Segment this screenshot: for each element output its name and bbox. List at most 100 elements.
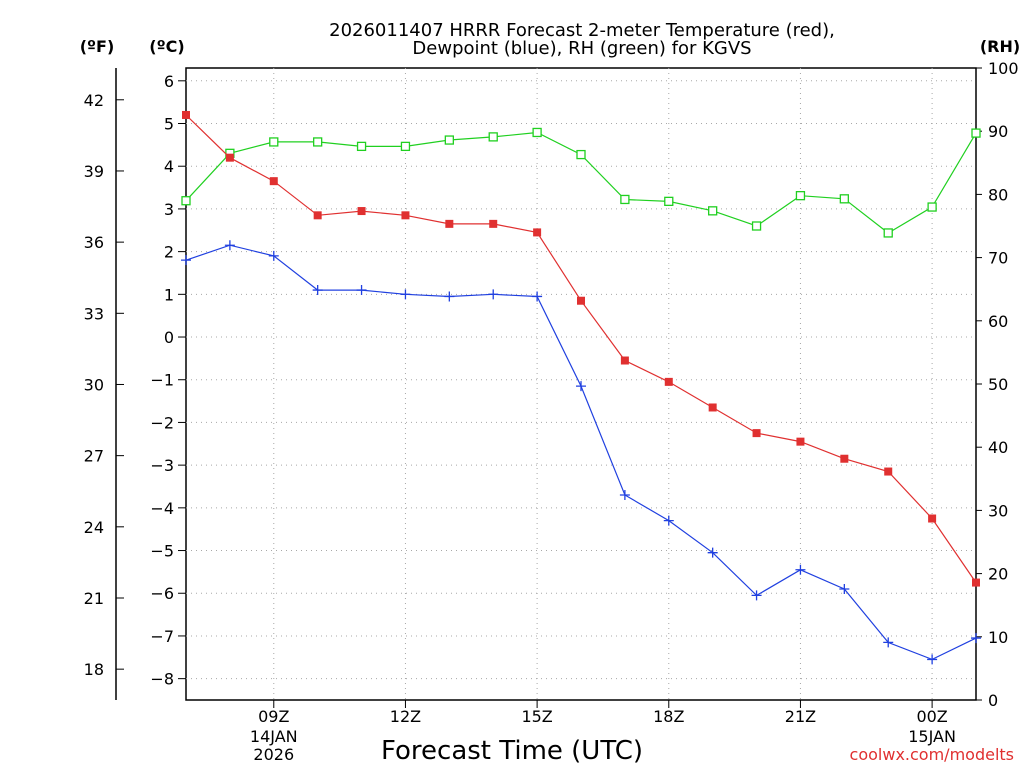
celsius-tick-label: −7: [150, 627, 174, 646]
rh-point: [532, 127, 542, 138]
dewpoint-line: [185, 244, 977, 661]
fahrenheit-tick-label: 30: [84, 375, 104, 394]
x-tick-date-label: 15JAN: [908, 727, 956, 746]
chart-title-line2: Dewpoint (blue), RH (green) for KGVS: [412, 38, 751, 59]
dewpoint-point: [751, 590, 762, 601]
rh-point: [927, 202, 937, 212]
rh-point: [883, 228, 893, 238]
fahrenheit-unit-label: (ºF): [80, 37, 115, 56]
rh-point: [400, 141, 411, 152]
temperature-point: [972, 578, 980, 587]
rh-point: [971, 128, 981, 138]
fahrenheit-tick-label: 39: [84, 162, 104, 181]
fahrenheit-tick-label: 33: [84, 304, 104, 323]
temperature-point: [533, 228, 542, 237]
chart-title-line1: 2026011407 HRRR Forecast 2-meter Tempera…: [329, 20, 835, 41]
dewpoint-point: [576, 381, 586, 392]
fahrenheit-tick-label: 21: [84, 589, 104, 608]
x-tick-year-label: 2026: [253, 745, 294, 764]
dewpoint-point: [927, 654, 938, 665]
rh-tick-label: 0: [988, 691, 998, 710]
celsius-tick-label: −6: [150, 584, 174, 603]
temperature-point: [182, 110, 190, 119]
dewpoint-point: [356, 285, 367, 296]
fahrenheit-tick-label: 42: [84, 91, 104, 110]
rh-tick-label: 50: [988, 375, 1008, 394]
celsius-tick-label: 6: [164, 72, 174, 91]
celsius-tick-label: 2: [164, 243, 174, 262]
fahrenheit-tick-label: 24: [84, 518, 104, 537]
rh-point: [444, 135, 454, 145]
dewpoint-point: [444, 291, 455, 302]
rh-point: [795, 191, 806, 201]
temperature-point: [928, 514, 937, 523]
dewpoint-point: [181, 255, 191, 266]
x-tick-label: 09Z: [258, 707, 289, 726]
rh-tick-label: 10: [988, 628, 1008, 647]
dewpoint-point: [839, 583, 850, 594]
rh-tick-label: 20: [988, 565, 1008, 584]
x-tick-date-label: 14JAN: [250, 727, 298, 746]
x-axis-title: Forecast Time (UTC): [381, 736, 643, 766]
rh-unit-label: (RH): [980, 37, 1020, 56]
rh-tick-label: 100: [988, 59, 1019, 78]
rh-point: [751, 221, 762, 231]
celsius-tick-label: −3: [150, 456, 174, 475]
temperature-point: [840, 454, 849, 463]
dewpoint-point: [619, 490, 630, 501]
rh-point: [664, 196, 674, 207]
rh-point: [576, 149, 586, 160]
dewpoint-point: [707, 547, 718, 558]
celsius-tick-label: −1: [150, 371, 174, 390]
celsius-tick-label: −8: [150, 670, 174, 689]
celsius-tick-label: −4: [150, 499, 174, 518]
temperature-point: [225, 153, 234, 162]
temperature-point: [445, 219, 454, 228]
rh-point: [356, 141, 367, 152]
temperature-point: [269, 177, 278, 186]
fahrenheit-tick-label: 18: [84, 660, 104, 679]
celsius-tick-label: 5: [164, 115, 174, 134]
temperature-line: [185, 114, 977, 583]
x-tick-label: 12Z: [390, 707, 421, 726]
rh-tick-label: 80: [988, 185, 1008, 204]
rh-point: [620, 194, 630, 205]
x-tick-label: 21Z: [785, 707, 816, 726]
celsius-tick-label: −5: [150, 542, 174, 561]
grid-lines: [186, 68, 976, 700]
temperature-point: [664, 377, 673, 386]
x-tick-label: 00Z: [916, 707, 947, 726]
x-tick-label: 15Z: [521, 707, 552, 726]
rh-tick-label: 40: [988, 438, 1008, 457]
credit-text: coolwx.com/modelts: [850, 745, 1014, 764]
dewpoint-point: [312, 285, 323, 296]
dewpoint-point: [488, 289, 499, 300]
dewpoint-point: [400, 289, 411, 300]
temperature-point: [884, 467, 893, 476]
rh-tick-label: 90: [988, 122, 1008, 141]
rh-tick-label: 60: [988, 312, 1008, 331]
dewpoint-point: [532, 291, 543, 302]
axes: 6543210−1−2−3−4−5−6−7−842393633302724211…: [84, 59, 1019, 764]
temperature-point: [796, 437, 805, 446]
temperature-point: [401, 211, 410, 220]
celsius-unit-label: (ºC): [149, 37, 184, 56]
celsius-tick-label: 3: [164, 200, 174, 219]
rh-point: [488, 132, 498, 142]
fahrenheit-tick-label: 27: [84, 447, 104, 466]
temperature-point: [577, 296, 585, 305]
fahrenheit-tick-label: 36: [84, 233, 104, 252]
rh-point: [708, 206, 718, 216]
temperature-point: [708, 403, 717, 412]
rh-tick-label: 70: [988, 249, 1008, 268]
temperature-point: [313, 211, 322, 220]
dewpoint-point: [971, 633, 981, 644]
rh-line: [185, 131, 977, 234]
temperature-point: [752, 429, 761, 438]
rh-point: [839, 194, 849, 204]
celsius-tick-label: 0: [164, 328, 174, 347]
celsius-tick-label: 4: [164, 157, 174, 176]
rh-point: [313, 137, 323, 147]
rh-point: [181, 196, 191, 206]
